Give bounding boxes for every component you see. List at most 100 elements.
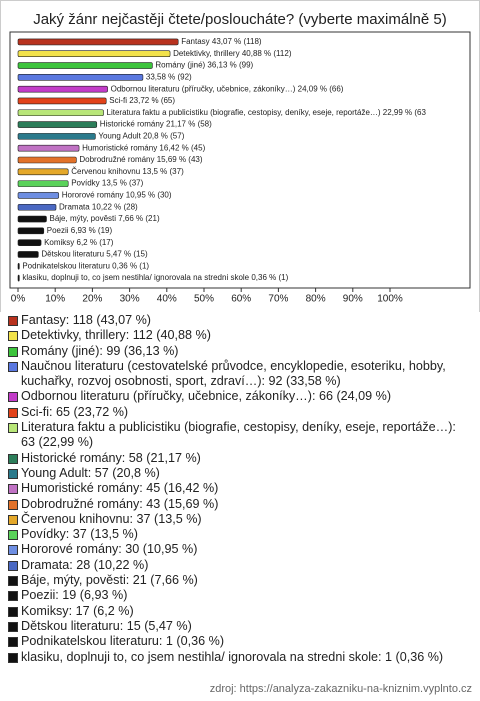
bar: [17, 168, 69, 176]
x-tick-label: 100%: [377, 294, 403, 305]
legend-swatch: [8, 514, 18, 525]
value-label: Humoristické romány 16,42 % (45): [82, 143, 205, 152]
source: zdroj: https://analyza-zakazniku-na-kniz…: [209, 683, 472, 695]
legend-item: Komiksy: 17 (6,2 %): [8, 604, 470, 619]
x-tick-label: 60%: [231, 294, 251, 305]
chart: Jaký žánr nejčastěji čtete/posloucháte? …: [0, 0, 480, 312]
value-label: Báje, mýty, pověsti 7,66 % (21): [49, 214, 159, 223]
chart-title: Jaký žánr nejčastěji čtete/posloucháte? …: [33, 11, 447, 28]
legend-label: Komiksy: 17 (6,2 %): [21, 603, 134, 618]
bar: [17, 274, 20, 282]
legend-swatch: [8, 652, 18, 663]
legend-item: Historické romány: 58 (21,17 %): [8, 451, 470, 466]
legend-item: Humoristické romány: 45 (16,42 %): [8, 481, 470, 496]
value-label: Detektivky, thrillery 40,88 % (112): [173, 49, 292, 58]
bar: [17, 38, 179, 46]
bar: [17, 121, 98, 128]
bar: [17, 180, 69, 187]
legend-label: Povídky: 37 (13,5 %): [21, 527, 138, 542]
x-tick-label: 90%: [343, 294, 363, 305]
legend-item: Báje, mýty, pověsti: 21 (7,66 %): [8, 573, 470, 588]
legend-label: Báje, mýty, pověsti: 21 (7,66 %): [21, 573, 198, 588]
x-tick-label: 0%: [11, 294, 26, 305]
x-tick-label: 20%: [82, 294, 102, 305]
legend-swatch: [8, 361, 18, 372]
bar: [17, 74, 144, 81]
legend-item: Dramata: 28 (10,22 %): [8, 558, 470, 573]
bar: [17, 203, 57, 211]
bar: [17, 85, 108, 93]
legend-swatch: [8, 530, 18, 541]
value-label: Fantasy 43,07 % (118): [181, 37, 262, 46]
value-label: Hororové romány 10,95 % (30): [62, 191, 172, 200]
x-tick-label: 40%: [157, 294, 177, 305]
bar: [17, 156, 77, 164]
value-label: Dobrodružné romány 15,69 % (43): [79, 155, 203, 164]
value-label: Literatura faktu a publicistiku (biograf…: [107, 108, 427, 117]
legend-label: Romány (jiné): 99 (36,13 %): [21, 343, 179, 358]
legend-item: Hororové romány: 30 (10,95 %): [8, 542, 470, 557]
bar: [17, 192, 60, 199]
legend-swatch: [8, 407, 18, 418]
legend-label: Podnikatelskou literaturu: 1 (0,36 %): [21, 634, 225, 649]
legend-swatch: [8, 392, 18, 403]
x-tick-label: 10%: [45, 294, 65, 305]
legend-swatch: [8, 468, 18, 479]
value-label: Romány (jiné) 36,13 % (99): [155, 61, 253, 70]
bar: [17, 109, 104, 117]
bar: [17, 50, 171, 58]
legend-label: Dramata: 28 (10,22 %): [21, 557, 149, 572]
legend-label: Sci-fi: 65 (23,72 %): [21, 404, 129, 419]
value-label: 33,58 % (92): [146, 72, 192, 81]
value-label: Young Adult 20,8 % (57): [98, 131, 184, 140]
value-label: Dětskou literaturu 5,47 % (15): [41, 250, 148, 259]
bar: [17, 251, 39, 258]
legend-label: Hororové romány: 30 (10,95 %): [21, 542, 198, 557]
legend-swatch: [8, 576, 18, 587]
legend-label: klasiku, doplnuji to, co jsem nestihla/ …: [21, 649, 444, 664]
legend-item: klasiku, doplnuji to, co jsem nestihla/ …: [8, 650, 470, 665]
legend-label: Červenou knihovnu: 37 (13,5 %): [21, 511, 202, 526]
bar: [17, 97, 107, 105]
legend-item: Detektivky, thrillery: 112 (40,88 %): [8, 328, 470, 343]
bar: [17, 133, 96, 140]
value-label: Dramata 10,22 % (28): [59, 202, 138, 211]
legend-swatch: [8, 453, 18, 464]
legend-label: Humoristické romány: 45 (16,42 %): [21, 481, 219, 496]
value-label: Poezii 6,93 % (19): [47, 226, 113, 235]
legend-label: Young Adult: 57 (20,8 %): [21, 465, 160, 480]
value-label: Sci-fi 23,72 % (65): [109, 96, 175, 105]
legend: Fantasy: 118 (43,07 %) Detektivky, thrill…: [8, 313, 470, 665]
bar: [17, 262, 20, 270]
legend-label: Poezii: 19 (6,93 %): [21, 588, 128, 603]
value-label: Historické romány 21,17 % (58): [100, 120, 212, 129]
legend-swatch: [8, 606, 18, 617]
bar: [17, 62, 153, 69]
legend-swatch: [8, 621, 18, 632]
legend-item: Young Adult: 57 (20,8 %): [8, 466, 470, 481]
legend-item: Naučnou literaturu (cestovatelské průvod…: [8, 359, 470, 390]
bar: [17, 215, 47, 223]
legend-label: Fantasy: 118 (43,07 %): [21, 313, 151, 327]
value-label: Komiksy 6,2 % (17): [44, 238, 114, 247]
bar: [17, 227, 45, 235]
bar: [17, 144, 80, 152]
legend-swatch: [8, 484, 18, 495]
x-tick-label: 50%: [194, 294, 214, 305]
legend-swatch: [8, 499, 18, 510]
legend-item: Dobrodružné romány: 43 (15,69 %): [8, 497, 470, 512]
value-label: klasiku, doplnuji to, co jsem nestihla/ …: [22, 273, 288, 282]
legend-label: Dětskou literaturu: 15 (5,47 %): [21, 618, 192, 633]
x-tick-label: 30%: [120, 294, 140, 305]
legend-swatch: [8, 560, 18, 571]
legend-item: Sci-fi: 65 (23,72 %): [8, 405, 470, 420]
legend-swatch: [8, 346, 18, 357]
legend-label: Literatura faktu a publicistiku (biograf…: [21, 420, 456, 450]
value-label: Červenou knihovnu 13,5 % (37): [71, 167, 184, 176]
legend-item: Odbornou literaturu (příručky, učebnice,…: [8, 389, 470, 404]
legend-swatch: [8, 331, 18, 342]
legend-item: Podnikatelskou literaturu: 1 (0,36 %): [8, 634, 470, 649]
legend-label: Odbornou literaturu (příručky, učebnice,…: [21, 389, 392, 404]
value-label: Povídky 13,5 % (37): [71, 179, 143, 188]
legend-item: Dětskou literaturu: 15 (5,47 %): [8, 619, 470, 634]
